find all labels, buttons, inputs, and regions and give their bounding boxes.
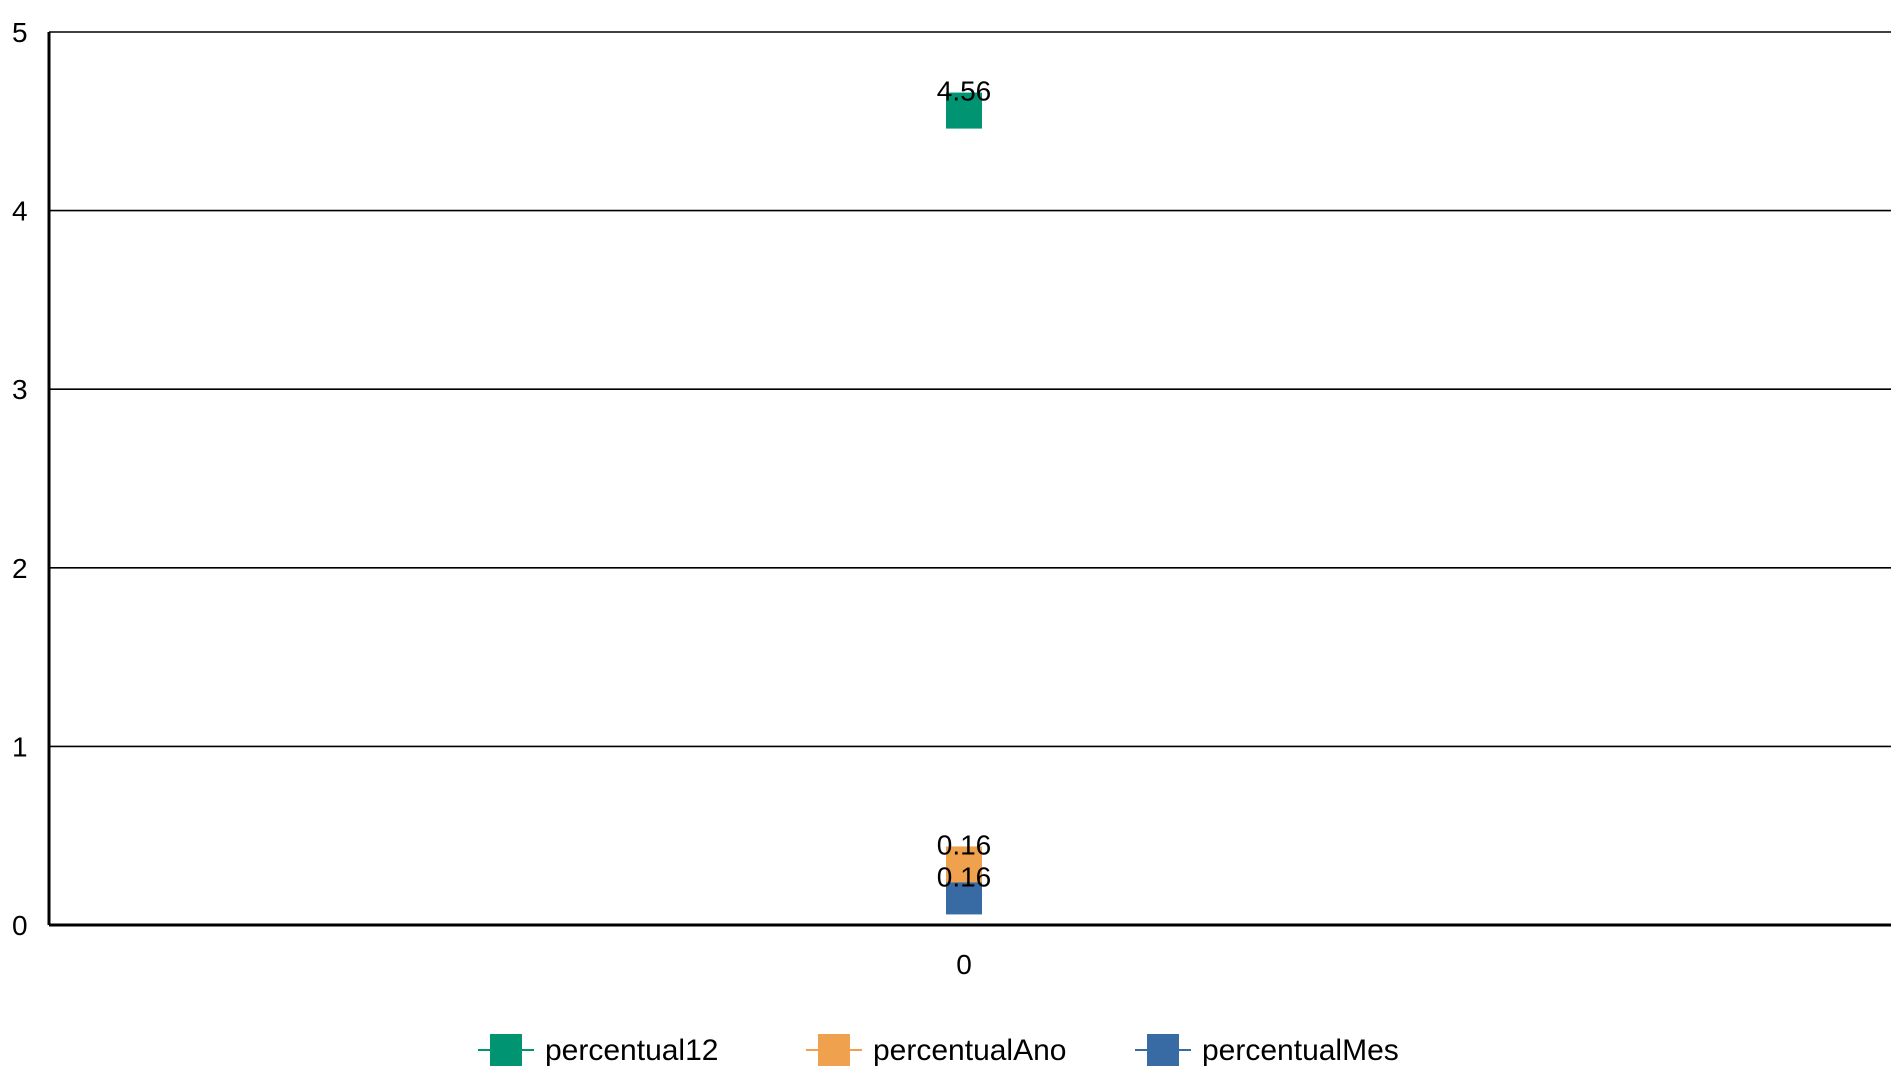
legend-marker-percentualMes	[1147, 1034, 1179, 1066]
y-tick-label: 2	[12, 553, 28, 584]
data-labels: 0.160.16 4.56	[937, 76, 992, 893]
marker-percentualMes	[946, 878, 982, 915]
legend-label-percentual12: percentual12	[545, 1034, 718, 1067]
x-axis: 0	[956, 949, 972, 980]
y-tick-label: 5	[12, 17, 28, 48]
legend-label-percentualMes: percentualMes	[1202, 1034, 1399, 1067]
legend: percentual12 percentualAno percentualMes	[478, 1034, 1399, 1067]
marker-percentualAno	[946, 846, 982, 883]
data-label-percentual12: 4.56	[937, 76, 992, 107]
y-tick-label: 4	[12, 196, 28, 227]
data-marks	[946, 92, 982, 915]
x-tick-label: 0	[956, 949, 972, 980]
y-tick-label: 1	[12, 731, 28, 762]
data-label-percentualAno: 0.16	[937, 829, 992, 860]
gridlines	[49, 31, 1891, 927]
data-label-percentualMes: 0.16	[937, 861, 992, 892]
y-tick-label: 3	[12, 374, 28, 405]
legend-label-percentualAno: percentualAno	[873, 1034, 1066, 1067]
legend-marker-percentual12	[490, 1034, 522, 1066]
y-axis: 0 1 2 3 4 5	[12, 17, 51, 941]
legend-marker-percentualAno	[818, 1034, 850, 1066]
marker-percentual12	[946, 92, 982, 129]
y-tick-label: 0	[12, 910, 28, 941]
